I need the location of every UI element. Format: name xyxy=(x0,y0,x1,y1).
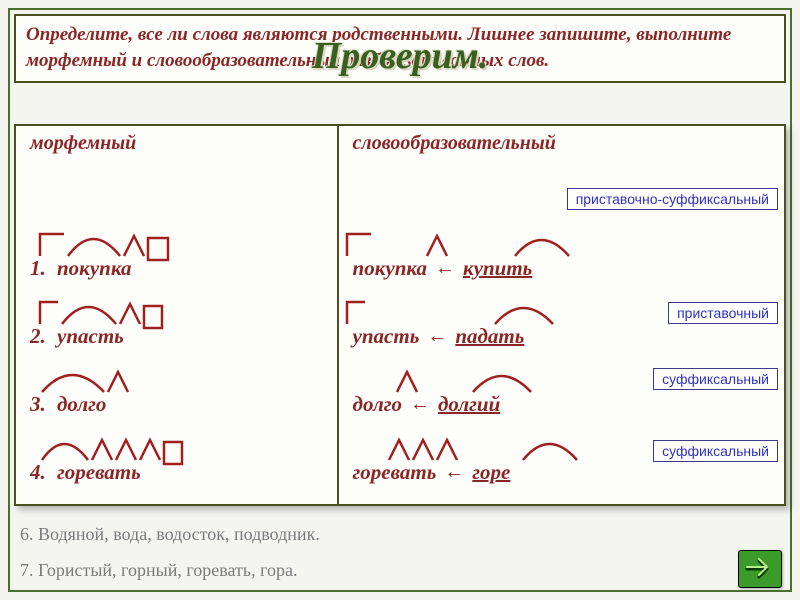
deriv-row-4: горевать ← горе xyxy=(353,460,511,485)
arrow-right-icon xyxy=(745,557,775,581)
bg-line-7: 7. Гористый, горный, горевать, гора. xyxy=(20,552,320,588)
morph-row-1: 1. покупка xyxy=(30,256,131,281)
deriv-word: покупка xyxy=(353,256,427,281)
task-box: Определите, все ли слова являются родств… xyxy=(14,14,786,83)
row-word: горевать xyxy=(57,460,141,484)
method-tag-3: суффиксальный xyxy=(653,368,778,390)
morph-row-4: 4. горевать xyxy=(30,460,141,485)
row-num: 2. xyxy=(30,324,46,348)
src-word: купить xyxy=(463,256,532,281)
row-num: 4. xyxy=(30,460,46,484)
src-word: падать xyxy=(455,324,524,349)
method-tag-1: приставочно-суффиксальный xyxy=(567,188,778,210)
morphemic-column: морфемный 1. покупка 2. упасть xyxy=(16,126,339,504)
arrow-icon: ← xyxy=(444,461,464,484)
deriv-word: долго xyxy=(353,392,402,417)
row-num: 1. xyxy=(30,256,46,280)
row-word: упасть xyxy=(57,324,124,348)
morph-row-3: 3. долго xyxy=(30,392,106,417)
arrow-icon: ← xyxy=(435,257,455,280)
src-word: долгий xyxy=(438,392,500,417)
deriv-word: упасть xyxy=(353,324,420,349)
row-word: долго xyxy=(57,392,106,416)
arrow-icon: ← xyxy=(427,325,447,348)
next-button[interactable] xyxy=(738,550,782,588)
bg-line-6: 6. Водяной, вода, водосток, подводник. xyxy=(20,516,320,552)
row-num: 3. xyxy=(30,392,46,416)
col-head-left: морфемный xyxy=(30,132,329,155)
col-head-right: словообразовательный xyxy=(353,132,776,155)
deriv-word: горевать xyxy=(353,460,437,485)
deriv-row-3: долго ← долгий xyxy=(353,392,501,417)
src-word: горе xyxy=(472,460,510,485)
deriv-row-1: покупка ← купить xyxy=(353,256,533,281)
method-tag-4: суффиксальный xyxy=(653,440,778,462)
morph-row-2: 2. упасть xyxy=(30,324,124,349)
task-text: Определите, все ли слова являются родств… xyxy=(26,22,774,73)
background-list: 6. Водяной, вода, водосток, подводник. 7… xyxy=(20,516,320,588)
deriv-row-2: упасть ← падать xyxy=(353,324,525,349)
row-word: покупка xyxy=(57,256,131,280)
method-tag-2: приставочный xyxy=(668,302,778,324)
arrow-icon: ← xyxy=(410,393,430,416)
